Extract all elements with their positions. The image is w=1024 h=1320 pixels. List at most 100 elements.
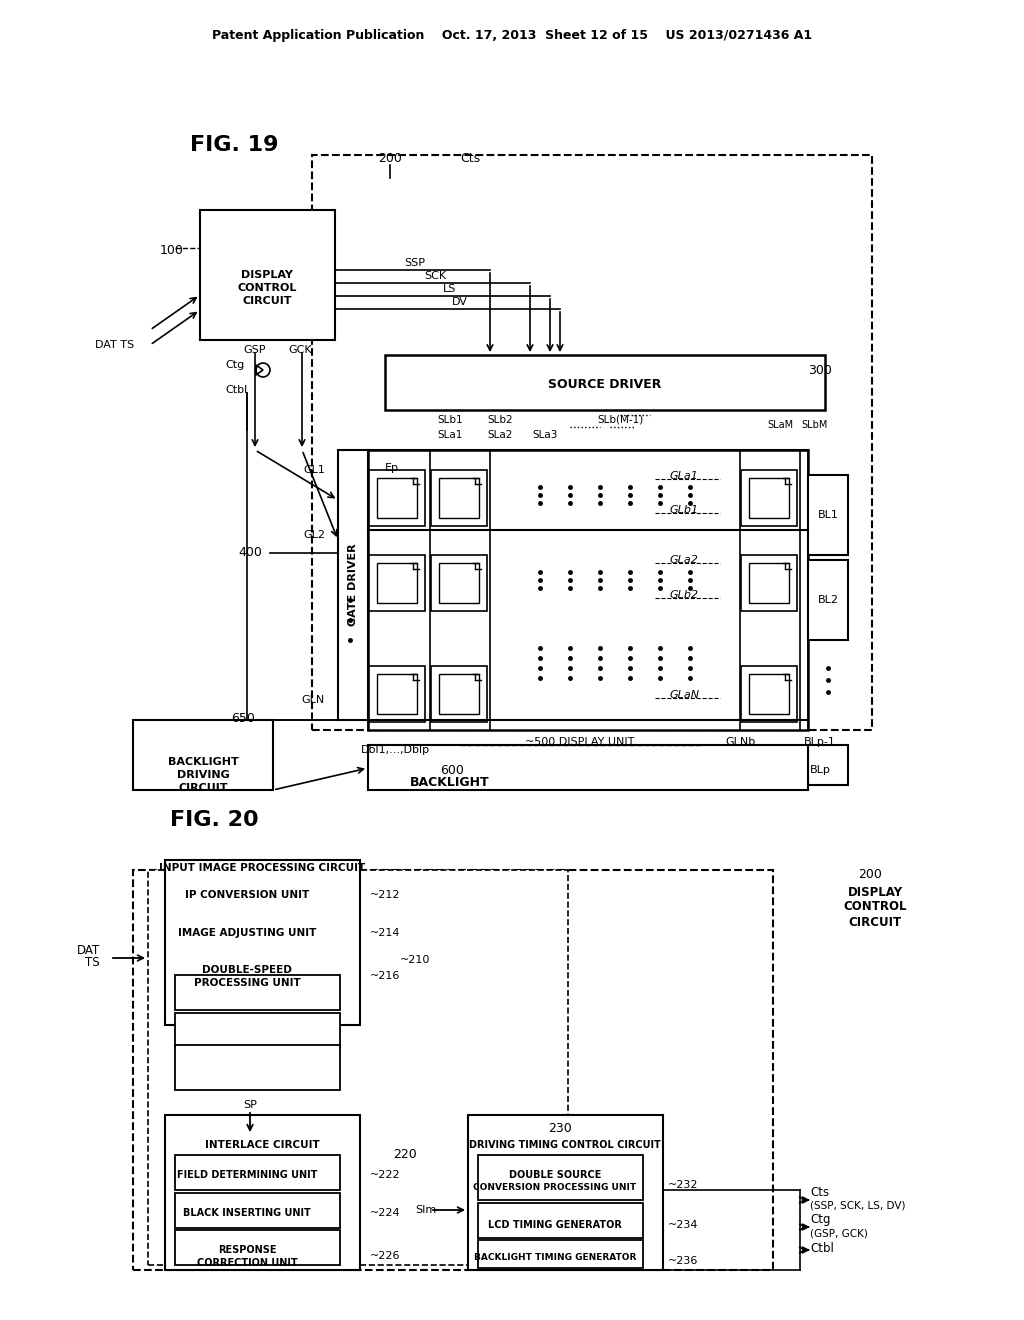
Text: 200: 200 <box>858 869 882 882</box>
Text: DRIVING TIMING CONTROL CIRCUIT: DRIVING TIMING CONTROL CIRCUIT <box>469 1140 660 1150</box>
Text: RESPONSE: RESPONSE <box>218 1245 276 1255</box>
Bar <box>377 478 417 517</box>
Text: IP CONVERSION UNIT: IP CONVERSION UNIT <box>185 890 309 900</box>
Text: LCD TIMING GENERATOR: LCD TIMING GENERATOR <box>488 1220 622 1230</box>
Text: SCK: SCK <box>424 271 446 281</box>
Text: GLb1: GLb1 <box>670 506 699 515</box>
Text: CONVERSION PROCESSING UNIT: CONVERSION PROCESSING UNIT <box>473 1184 637 1192</box>
Bar <box>175 1193 340 1228</box>
Text: SLb2: SLb2 <box>487 414 513 425</box>
Text: IMAGE ADJUSTING UNIT: IMAGE ADJUSTING UNIT <box>178 928 316 939</box>
Text: CIRCUIT: CIRCUIT <box>849 916 901 928</box>
Text: DAT: DAT <box>77 944 100 957</box>
Text: SLb(M-1): SLb(M-1) <box>597 414 643 425</box>
Text: ~222: ~222 <box>370 1170 400 1180</box>
Text: CONTROL: CONTROL <box>843 900 906 913</box>
Text: SLaM: SLaM <box>767 420 793 430</box>
Bar <box>478 1155 643 1200</box>
Text: DOUBLE-SPEED: DOUBLE-SPEED <box>202 965 292 975</box>
Text: ~210: ~210 <box>400 954 430 965</box>
Bar <box>175 1230 340 1265</box>
Bar <box>368 744 808 789</box>
Bar <box>338 450 368 719</box>
Bar <box>431 470 487 525</box>
Bar <box>200 210 335 341</box>
Text: TS: TS <box>85 957 100 969</box>
Text: BACKLIGHT: BACKLIGHT <box>411 776 489 788</box>
Bar <box>808 560 848 640</box>
Text: 650: 650 <box>231 711 255 725</box>
Text: SIm: SIm <box>415 1205 436 1214</box>
Text: ~212: ~212 <box>370 890 400 900</box>
Text: SLbM: SLbM <box>802 420 828 430</box>
Text: ~234: ~234 <box>668 1220 698 1230</box>
Text: CORRECTION UNIT: CORRECTION UNIT <box>197 1258 297 1269</box>
Text: CIRCUIT: CIRCUIT <box>243 296 292 306</box>
Text: DOUBLE SOURCE: DOUBLE SOURCE <box>509 1170 601 1180</box>
Bar <box>369 554 425 611</box>
Bar <box>808 744 848 785</box>
Text: 220: 220 <box>393 1148 417 1162</box>
Bar <box>478 1239 643 1269</box>
Text: GLaN: GLaN <box>670 690 700 700</box>
Text: 300: 300 <box>808 363 831 376</box>
Text: DAT TS: DAT TS <box>95 341 134 350</box>
Text: 600: 600 <box>440 763 464 776</box>
Text: LS: LS <box>443 284 457 294</box>
Bar <box>431 667 487 722</box>
Bar <box>741 667 797 722</box>
Text: Ctg: Ctg <box>810 1213 830 1226</box>
Text: SLa3: SLa3 <box>532 430 558 440</box>
Text: BLp: BLp <box>810 766 830 775</box>
Text: Patent Application Publication    Oct. 17, 2013  Sheet 12 of 15    US 2013/02714: Patent Application Publication Oct. 17, … <box>212 29 812 41</box>
Bar <box>175 1012 340 1048</box>
Text: GLNb: GLNb <box>725 737 755 747</box>
Text: ~226: ~226 <box>370 1251 400 1261</box>
Text: ~214: ~214 <box>370 928 400 939</box>
Text: 230: 230 <box>548 1122 571 1134</box>
Text: 100: 100 <box>160 243 184 256</box>
Text: ~500 DISPLAY UNIT: ~500 DISPLAY UNIT <box>525 737 635 747</box>
Text: INPUT IMAGE PROCESSING CIRCUIT: INPUT IMAGE PROCESSING CIRCUIT <box>159 863 366 873</box>
Text: GL1: GL1 <box>303 465 325 475</box>
Bar <box>165 1115 360 1270</box>
Text: DISPLAY: DISPLAY <box>848 886 902 899</box>
Text: FIELD DETERMINING UNIT: FIELD DETERMINING UNIT <box>177 1170 317 1180</box>
Text: BLACK INSERTING UNIT: BLACK INSERTING UNIT <box>183 1208 311 1218</box>
Text: Cts: Cts <box>810 1185 829 1199</box>
Text: BL1: BL1 <box>817 510 839 520</box>
Bar <box>741 470 797 525</box>
Bar <box>175 975 340 1010</box>
Text: BL2: BL2 <box>817 595 839 605</box>
Bar <box>369 667 425 722</box>
Bar <box>478 1203 643 1238</box>
Text: GSP: GSP <box>244 345 266 355</box>
Text: SLb1: SLb1 <box>437 414 463 425</box>
Text: ~216: ~216 <box>370 972 400 981</box>
Bar <box>369 470 425 525</box>
Text: DV: DV <box>452 297 468 308</box>
Text: DISPLAY: DISPLAY <box>241 271 293 280</box>
Bar <box>175 1155 340 1191</box>
Text: ~236: ~236 <box>668 1257 698 1266</box>
Text: FIG. 19: FIG. 19 <box>190 135 279 154</box>
Bar <box>468 1115 663 1270</box>
Text: Cts: Cts <box>460 152 480 165</box>
Text: SLa1: SLa1 <box>437 430 463 440</box>
Text: SP: SP <box>243 1100 257 1110</box>
Text: SLa2: SLa2 <box>487 430 513 440</box>
Text: Dbl1,...,Dblp: Dbl1,...,Dblp <box>360 744 429 755</box>
Bar <box>749 675 790 714</box>
Bar <box>439 564 479 603</box>
Text: Ctbl: Ctbl <box>225 385 247 395</box>
Text: (GSP, GCK): (GSP, GCK) <box>810 1228 868 1238</box>
Text: ~232: ~232 <box>668 1180 698 1191</box>
Text: CIRCUIT: CIRCUIT <box>178 783 227 793</box>
Text: Ctg: Ctg <box>225 360 245 370</box>
Text: CONTROL: CONTROL <box>238 282 297 293</box>
Text: BACKLIGHT: BACKLIGHT <box>168 756 239 767</box>
Bar <box>749 478 790 517</box>
Text: BACKLIGHT TIMING GENERATOR: BACKLIGHT TIMING GENERATOR <box>474 1254 636 1262</box>
Bar <box>133 870 773 1270</box>
Text: PROCESSING UNIT: PROCESSING UNIT <box>194 978 300 987</box>
